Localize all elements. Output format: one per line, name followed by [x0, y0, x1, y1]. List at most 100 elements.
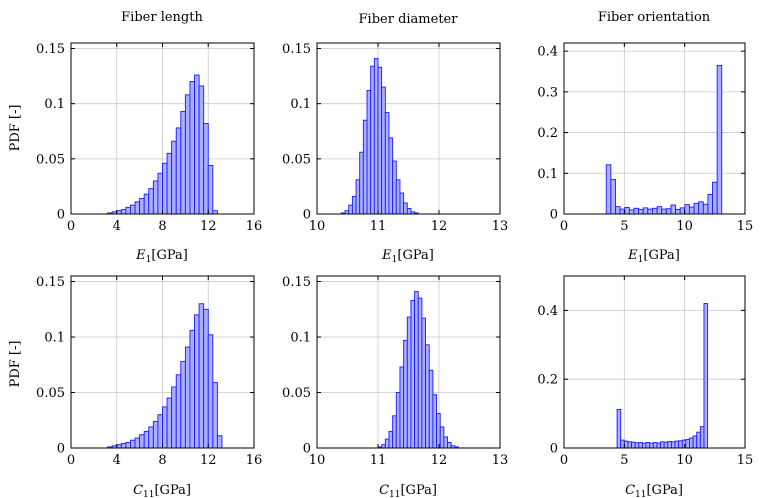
x-tick-label: 11 — [370, 219, 387, 234]
histogram-bar — [194, 74, 200, 215]
axes-frame — [563, 275, 746, 449]
panel-diameter-C11: 10 11 12 13 0 0.05 0.1 0.15 — [282, 275, 508, 468]
y-tick-label: 0 — [550, 442, 558, 457]
histogram-bar — [395, 179, 401, 215]
x-tick-label: 12 — [200, 219, 217, 234]
x-tick-label: 10 — [676, 219, 693, 234]
histogram-bar — [684, 204, 690, 215]
histogram-bar — [216, 435, 223, 449]
y-tick-label: 0.1 — [290, 331, 311, 346]
x-tick-label: 11 — [370, 453, 387, 468]
histogram-bar — [693, 202, 700, 215]
y-tick-label: 0.2 — [537, 126, 558, 141]
histogram-bar — [180, 110, 186, 215]
histogram-bar — [203, 308, 209, 449]
histogram-bar — [712, 181, 718, 215]
x-axis-label-bottom-1: C11[GPa] — [133, 483, 191, 498]
svg-text:E1[GPa]: E1[GPa] — [627, 248, 680, 265]
x-axis-label-top-1: E1[GPa] — [135, 248, 188, 265]
histogram-bar — [620, 439, 625, 449]
x-tick-label: 15 — [737, 453, 754, 468]
histogram-bar — [638, 442, 643, 449]
histogram-bar — [370, 65, 375, 215]
histogram-bar — [649, 442, 654, 449]
histogram-bar — [685, 438, 690, 449]
y-tick-label: 0 — [57, 442, 65, 457]
histogram-bar — [143, 430, 150, 449]
svg-text:E1[GPa]: E1[GPa] — [135, 248, 188, 265]
histogram-bar — [623, 440, 629, 449]
svg-text:C11[GPa]: C11[GPa] — [379, 483, 437, 498]
histogram-bar — [403, 202, 408, 215]
x-tick-label: 16 — [246, 219, 263, 234]
histogram-bar — [605, 164, 612, 215]
histogram-bar — [616, 409, 622, 449]
x-tick-label: 12 — [431, 219, 448, 234]
x-tick-label: 10 — [676, 453, 693, 468]
y-axis-label-top: PDF [-] — [8, 105, 23, 152]
x-tick-label: 10 — [309, 219, 326, 234]
histogram-bar — [642, 207, 649, 215]
x-tick-label: 4 — [113, 453, 121, 468]
histogram-bar — [166, 397, 173, 449]
y-tick-label: 0.4 — [537, 45, 558, 60]
histogram-bar — [443, 436, 448, 449]
histogram-bar — [348, 204, 353, 215]
histogram-bar — [428, 369, 434, 449]
panel-length-C11: 0 4 8 12 16 0 0.05 0.1 0.15 — [36, 275, 262, 468]
histogram-bar — [166, 152, 173, 215]
histogram-bar — [641, 442, 647, 449]
histogram-bar — [384, 112, 390, 215]
histogram-bar — [651, 207, 658, 215]
histogram-bar — [207, 165, 214, 215]
histogram-bar — [692, 435, 698, 449]
y-tick-label: 0.05 — [36, 386, 65, 401]
histogram-bar — [359, 151, 364, 215]
histogram-bar — [667, 441, 672, 449]
histogram-bar — [134, 201, 141, 215]
histogram-bar — [189, 329, 195, 449]
y-tick-label: 0 — [303, 442, 311, 457]
histogram-bar — [633, 207, 640, 215]
histogram-bar — [624, 207, 630, 215]
y-tick-label: 0.15 — [36, 275, 65, 290]
histogram-bar — [638, 209, 644, 215]
histogram-bar — [439, 426, 445, 449]
histogram-bar — [162, 406, 168, 449]
y-axis-label-bottom: PDF [-] — [8, 341, 23, 388]
histogram-bar — [175, 374, 182, 449]
axes-frame — [316, 42, 501, 215]
histogram-bar — [665, 208, 672, 215]
histogram-bar — [447, 442, 452, 449]
histogram-bar — [175, 127, 182, 215]
histogram-bar — [436, 413, 441, 449]
histogram-bar — [355, 179, 361, 215]
histogram-bar — [198, 303, 205, 449]
histogram-bar — [125, 206, 131, 215]
histogram-bar — [675, 209, 681, 215]
histogram-bar — [406, 316, 412, 449]
histogram-bar — [656, 442, 661, 449]
x-tick-label: 13 — [492, 453, 509, 468]
y-tick-label: 0.05 — [282, 386, 311, 401]
histogram-bar — [130, 439, 136, 449]
histogram-bar — [399, 366, 405, 449]
y-tick-label: 0.1 — [537, 167, 558, 182]
histogram-bar — [134, 437, 141, 449]
panel-diameter-E1: 10 11 12 13 0 0.05 0.1 0.15 — [282, 42, 508, 234]
y-tick-label: 0 — [57, 208, 65, 223]
histogram-bar — [157, 172, 163, 215]
histogram-bar — [388, 137, 394, 215]
histogram-bar — [392, 160, 397, 215]
histogram-bar — [194, 314, 200, 449]
histogram-bar — [171, 386, 177, 449]
histogram-bar — [139, 198, 145, 215]
histogram-bar — [674, 440, 680, 449]
histogram-bar — [392, 415, 397, 449]
column-title-fiber-orientation: Fiber orientation — [598, 10, 711, 25]
histogram-bar — [184, 346, 191, 449]
histogram-bar — [184, 94, 191, 215]
histogram-bar — [377, 66, 383, 215]
column-title-fiber-diameter: Fiber diameter — [359, 12, 459, 27]
